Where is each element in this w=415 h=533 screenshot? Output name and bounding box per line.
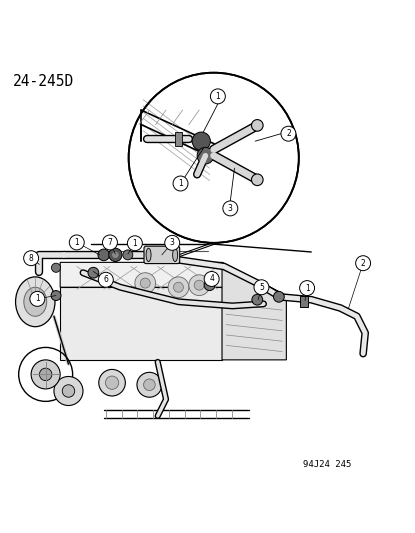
- Ellipse shape: [24, 287, 46, 316]
- Circle shape: [54, 376, 83, 406]
- Circle shape: [204, 271, 219, 286]
- Polygon shape: [60, 287, 222, 360]
- Circle shape: [98, 249, 110, 261]
- Circle shape: [31, 360, 60, 389]
- Circle shape: [194, 280, 204, 290]
- Circle shape: [105, 376, 119, 389]
- Text: 1: 1: [178, 179, 183, 188]
- Circle shape: [251, 174, 263, 185]
- Polygon shape: [222, 262, 286, 360]
- Ellipse shape: [173, 248, 178, 262]
- Ellipse shape: [16, 277, 55, 327]
- Circle shape: [356, 256, 371, 271]
- Circle shape: [88, 268, 99, 278]
- Circle shape: [24, 251, 39, 265]
- Circle shape: [173, 282, 183, 292]
- Circle shape: [112, 251, 119, 259]
- Circle shape: [223, 201, 238, 216]
- Circle shape: [252, 294, 263, 305]
- Text: 1: 1: [74, 238, 79, 247]
- Circle shape: [300, 280, 315, 296]
- Circle shape: [189, 275, 210, 296]
- Text: 1: 1: [305, 284, 310, 293]
- Circle shape: [168, 277, 189, 297]
- Circle shape: [135, 273, 156, 294]
- Circle shape: [129, 72, 299, 243]
- Text: 2: 2: [361, 259, 366, 268]
- Circle shape: [144, 379, 155, 391]
- Text: 3: 3: [228, 204, 233, 213]
- Text: 7: 7: [107, 238, 112, 247]
- Text: 1: 1: [35, 294, 40, 303]
- Circle shape: [109, 248, 122, 262]
- Circle shape: [197, 148, 214, 164]
- Text: 4: 4: [209, 274, 214, 284]
- Text: 8: 8: [29, 254, 34, 263]
- Circle shape: [254, 280, 269, 295]
- Circle shape: [137, 373, 162, 397]
- Circle shape: [192, 132, 210, 150]
- Circle shape: [273, 292, 284, 302]
- Circle shape: [103, 235, 117, 250]
- Circle shape: [165, 236, 180, 251]
- Circle shape: [69, 235, 84, 250]
- Circle shape: [51, 290, 61, 301]
- Circle shape: [51, 263, 61, 272]
- Circle shape: [140, 278, 150, 288]
- Bar: [175, 133, 182, 146]
- Text: 2: 2: [286, 129, 291, 138]
- Bar: [300, 296, 308, 307]
- Circle shape: [281, 126, 296, 141]
- Circle shape: [210, 89, 225, 104]
- Circle shape: [173, 176, 188, 191]
- Circle shape: [30, 292, 45, 306]
- Circle shape: [98, 272, 113, 287]
- Polygon shape: [60, 262, 286, 320]
- Text: 6: 6: [103, 275, 108, 284]
- Circle shape: [204, 280, 215, 290]
- Circle shape: [123, 250, 133, 260]
- Text: 94J24 245: 94J24 245: [303, 460, 352, 469]
- Circle shape: [251, 119, 263, 131]
- Text: 3: 3: [170, 238, 175, 247]
- Circle shape: [62, 385, 75, 397]
- Circle shape: [39, 368, 52, 381]
- FancyBboxPatch shape: [144, 246, 180, 264]
- Circle shape: [99, 369, 125, 396]
- Text: 1: 1: [215, 92, 220, 101]
- Text: 24-245D: 24-245D: [12, 74, 74, 88]
- Text: 5: 5: [259, 282, 264, 292]
- Circle shape: [127, 236, 142, 251]
- Text: 1: 1: [132, 239, 137, 248]
- Ellipse shape: [146, 248, 151, 262]
